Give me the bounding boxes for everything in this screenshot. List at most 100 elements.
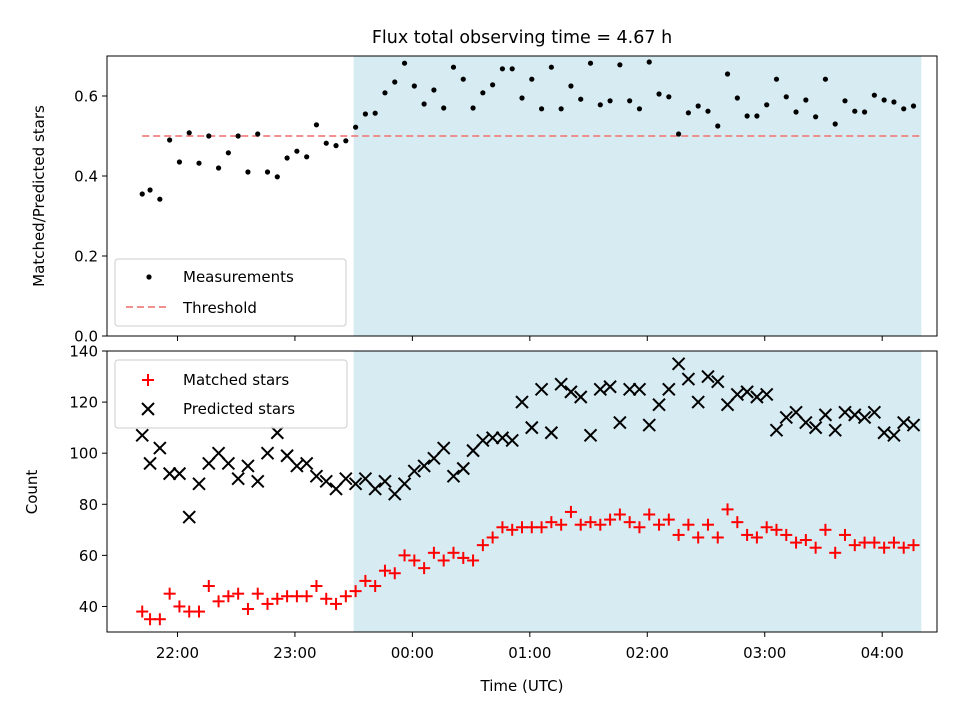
predicted-star-point	[730, 387, 745, 402]
matched-star-point	[555, 518, 568, 531]
predicted-star-point	[446, 469, 461, 483]
predicted-star-point	[211, 446, 226, 460]
predicted-star-point	[769, 423, 784, 437]
matched-star-point	[476, 539, 489, 552]
predicted-star-point	[701, 369, 715, 384]
measurement-point	[460, 76, 466, 82]
predicted-star-point	[299, 456, 314, 471]
predicted-star-point	[632, 382, 647, 397]
matched-star-point	[887, 536, 900, 549]
predicted-star-point	[192, 477, 206, 491]
ratio-y-tick-label: 0.4	[74, 168, 98, 186]
count-y-axis: 40 60 80 100 120 140	[69, 343, 107, 616]
matched-star-point	[643, 508, 656, 521]
predicted-star-point	[789, 405, 803, 420]
matched-star-point	[427, 546, 440, 559]
measurement-point	[656, 91, 662, 97]
predicted-star-point	[260, 446, 275, 460]
ratio-legend-box	[114, 258, 347, 327]
predicted-star-point	[329, 482, 343, 496]
measurement-point	[754, 113, 760, 119]
predicted-star-point	[642, 418, 656, 432]
measurement-point	[139, 191, 145, 197]
predicted-star-point	[456, 461, 470, 476]
measurement-point	[842, 98, 848, 104]
measurement-point	[695, 103, 701, 109]
matched-star-point	[330, 597, 343, 610]
matched-star-point	[760, 521, 773, 534]
measurement-point	[587, 60, 594, 66]
measurement-point	[676, 131, 682, 137]
matched-star-point	[467, 554, 480, 567]
predicted-star-point	[525, 420, 539, 435]
measurement-point	[313, 122, 320, 128]
matched-star-point	[868, 536, 881, 549]
measurement-point	[392, 79, 398, 85]
matched-star-point	[564, 505, 577, 518]
predicted-star-point	[877, 426, 891, 440]
predicted-star-point	[231, 472, 245, 486]
predicted-star-point	[583, 428, 598, 443]
measurement-point	[861, 109, 868, 115]
measurement-point	[685, 110, 691, 116]
predicted-star-point	[848, 408, 862, 422]
predicted-star-point	[720, 397, 735, 412]
predicted-star-point	[182, 510, 196, 524]
predicted-star-point	[172, 466, 187, 481]
measurement-point	[734, 95, 740, 101]
measurement-point	[822, 76, 829, 82]
predicted-star-point	[427, 451, 441, 465]
predicted-star-point	[750, 390, 764, 404]
matched-star-point	[241, 603, 254, 616]
predicted-star-point	[417, 459, 431, 473]
measurement-point	[724, 71, 731, 77]
predicted-star-point	[808, 420, 823, 435]
measurement-point	[235, 133, 241, 139]
count-y-tick-label: 120	[69, 394, 98, 412]
predicted-star-point	[887, 428, 901, 443]
measurement-point	[901, 106, 907, 112]
predicted-stars-series	[135, 357, 921, 524]
predicted-star-point	[476, 433, 490, 448]
matched-stars-series	[136, 503, 920, 626]
predicted-star-point	[652, 397, 666, 412]
matched-star-point	[584, 516, 597, 529]
matched-star-point	[907, 539, 920, 552]
matched-star-point	[398, 549, 411, 562]
measurement-point	[509, 66, 515, 72]
measurement-point	[529, 76, 535, 82]
matched-star-point	[202, 580, 215, 593]
predicted-star-point	[711, 374, 725, 389]
legend-matched-marker	[142, 374, 154, 386]
legend-matched-label: Matched stars	[183, 371, 289, 389]
predicted-star-point	[544, 426, 559, 440]
ratio-plot-frame	[106, 55, 938, 337]
matched-star-point	[682, 518, 695, 531]
chart-title: Flux total observing time = 4.67 h	[372, 28, 672, 48]
predicted-star-point	[613, 415, 627, 430]
measurement-point	[910, 103, 917, 109]
measurement-point	[715, 123, 721, 129]
x-tick-label: 04:00	[861, 644, 904, 662]
measurement-point	[558, 106, 564, 112]
measurement-point	[490, 82, 496, 88]
predicted-star-point	[270, 426, 285, 440]
matched-star-point	[261, 597, 274, 610]
measurement-point	[196, 160, 202, 166]
matched-star-point	[604, 513, 617, 526]
matched-star-point	[878, 541, 891, 554]
predicted-star-point	[603, 380, 617, 394]
measurement-point	[597, 102, 603, 108]
measurement-point	[891, 99, 897, 105]
matched-star-point	[692, 531, 705, 544]
measurement-point	[353, 124, 359, 130]
predicted-star-point	[162, 466, 177, 481]
measurement-point	[401, 60, 408, 66]
measurement-point	[294, 148, 300, 154]
measurement-point	[783, 94, 789, 100]
matched-star-point	[711, 531, 724, 544]
predicted-star-point	[388, 487, 402, 501]
matched-star-point	[819, 523, 832, 536]
measurement-point	[421, 101, 427, 107]
matched-star-point	[408, 554, 421, 567]
